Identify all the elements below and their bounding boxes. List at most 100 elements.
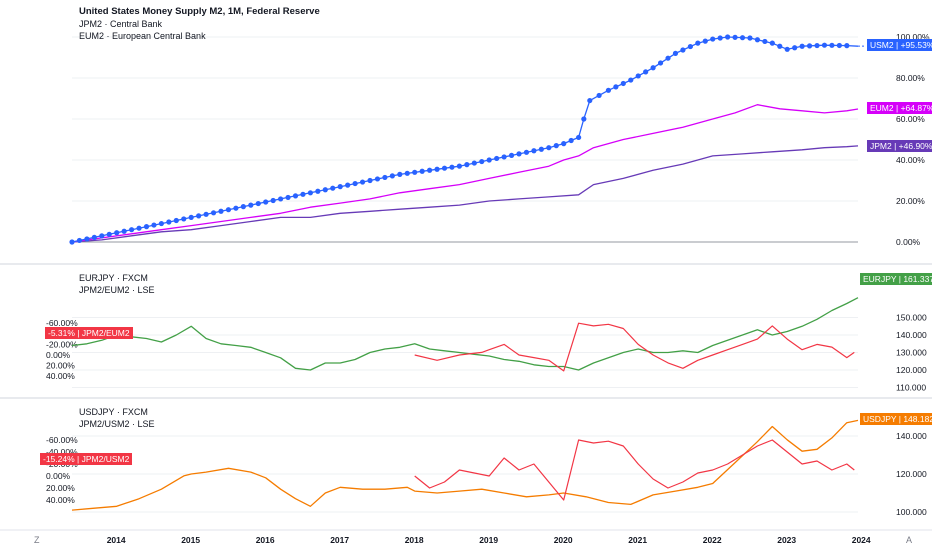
usm2-marker: [456, 163, 463, 169]
x-tick-label: 2018: [405, 535, 424, 545]
usm2-marker: [717, 35, 723, 41]
usm2-marker: [91, 234, 97, 240]
usm2-marker: [315, 188, 321, 194]
x-tick-label: 2022: [703, 535, 722, 545]
usm2-marker: [516, 151, 522, 157]
usm2-marker: [248, 202, 254, 208]
usm2-marker: [553, 143, 559, 149]
usm2-marker: [821, 42, 828, 48]
legend-panel-2: EURJPY · FXCM JPM2/EUM2 · LSE: [79, 272, 155, 296]
legend-title: United States Money Supply M2, 1M, Feder…: [79, 6, 320, 17]
usm2-marker: [829, 42, 835, 48]
usm2-marker: [635, 73, 641, 79]
usm2-marker: [203, 211, 209, 217]
jpm2-usm2-badge-name: JPM2/USM2: [81, 454, 130, 464]
usm2-marker: [576, 134, 582, 141]
usm2-marker: [151, 222, 157, 228]
eum2-badge-name: EUM2: [870, 103, 894, 113]
usm2-marker: [337, 184, 343, 190]
jpm2-badge: JPM2 | +46.90%: [867, 140, 932, 152]
usm2-marker: [581, 116, 587, 122]
usm2-marker: [218, 208, 224, 214]
jpm2-badge-name: JPM2: [870, 141, 892, 151]
usm2-badge-name: USM2: [870, 40, 894, 50]
right-tick-label: 120.000: [896, 469, 927, 479]
usm2-marker: [382, 174, 388, 181]
jpm2-usm2-badge-value: -15.24%: [43, 454, 75, 464]
left-tick-label: 0.00%: [46, 471, 71, 481]
right-tick-label: 130.000: [896, 348, 927, 358]
usm2-marker: [404, 170, 410, 176]
eurjpy-badge: EURJPY | 161.337: [860, 273, 932, 285]
auto-corner-right[interactable]: A: [906, 535, 913, 545]
eurjpy-badge-name: EURJPY: [863, 274, 897, 284]
usm2-marker: [427, 167, 433, 173]
usm2-marker: [330, 185, 336, 191]
left-tick-label: -60.00%: [46, 435, 78, 445]
jpm2-eum2-badge-name: JPM2/EUM2: [81, 328, 130, 338]
x-tick-label: 2019: [479, 535, 498, 545]
usm2-marker: [292, 193, 299, 199]
usm2-marker: [739, 35, 746, 41]
usm2-marker: [136, 225, 142, 231]
usm2-marker: [345, 182, 351, 188]
usm2-badge: USM2 | +95.53%: [867, 39, 932, 51]
usm2-marker: [300, 191, 306, 197]
eurjpy-badge-value: 161.337: [903, 274, 932, 284]
eurjpy-line: [71, 297, 859, 371]
legend-eurjpy: EURJPY · FXCM: [79, 273, 148, 283]
usm2-marker: [561, 141, 567, 147]
right-tick-label: 140.000: [896, 330, 927, 340]
eum2-badge: EUM2 | +64.87%: [867, 102, 932, 114]
x-tick-label: 2017: [330, 535, 349, 545]
usm2-marker: [173, 217, 179, 224]
left-tick-label: -60.00%: [46, 318, 78, 328]
usm2-marker: [680, 47, 686, 53]
usm2-marker: [434, 166, 440, 172]
y-tick-label: 0.00%: [896, 237, 921, 247]
usm2-marker: [233, 205, 239, 211]
usm2-marker: [650, 65, 656, 71]
usm2-marker: [322, 187, 328, 193]
usdjpy-badge: USDJPY | 148.182: [860, 413, 932, 425]
usm2-marker: [352, 180, 358, 187]
usm2-marker: [121, 228, 127, 234]
jpm2-usm2-badge: -15.24% | JPM2/USM2: [40, 453, 133, 465]
y-tick-label: 20.00%: [896, 196, 925, 206]
usm2-marker: [538, 146, 544, 152]
usm2-marker: [255, 200, 261, 207]
usdjpy-badge-name: USDJPY: [863, 414, 897, 424]
usm2-marker: [792, 45, 798, 51]
left-tick-label: -40.00%: [46, 447, 78, 457]
right-tick-label: 140.000: [896, 431, 927, 441]
usm2-marker: [464, 162, 470, 168]
usm2-marker: [270, 197, 276, 204]
usm2-marker: [784, 46, 790, 52]
x-tick-label: 2023: [777, 535, 796, 545]
usm2-marker: [99, 233, 105, 239]
x-tick-label: 2014: [107, 535, 126, 545]
x-tick-label: 2015: [181, 535, 200, 545]
eum2-badge-value: +64.87%: [900, 103, 932, 113]
usm2-marker: [523, 149, 530, 155]
y-tick-label: 80.00%: [896, 73, 925, 83]
usm2-marker: [531, 148, 537, 154]
usm2-marker: [278, 196, 284, 202]
jpm2-eum2-line: [414, 322, 855, 372]
usm2-marker: [613, 84, 619, 90]
legend-usdjpy: USDJPY · FXCM: [79, 407, 148, 417]
x-tick-label: 2016: [256, 535, 275, 545]
left-tick-label: -20.00%: [46, 339, 78, 349]
y-tick-label: 40.00%: [896, 155, 925, 165]
y-tick-label: 60.00%: [896, 114, 925, 124]
usm2-marker: [643, 69, 649, 75]
usm2-marker: [568, 137, 574, 144]
usm2-marker: [76, 237, 83, 244]
legend-eum2: EUM2 · European Central Bank: [79, 31, 206, 41]
usm2-marker: [546, 145, 552, 151]
usm2-marker: [747, 35, 753, 41]
usm2-marker: [307, 190, 314, 196]
right-tick-label: 150.000: [896, 313, 927, 323]
zoom-corner-left[interactable]: Z: [34, 535, 40, 545]
